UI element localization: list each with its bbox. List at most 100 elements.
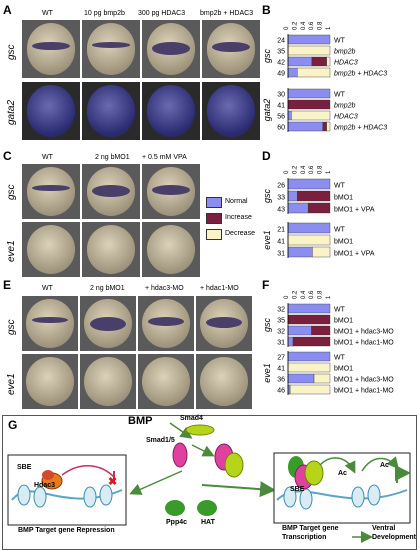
tick-label: 0 [284, 170, 290, 174]
expression-stripe [90, 316, 126, 332]
row-title-gsc: gsc [6, 44, 17, 60]
sample-size-label: 27 [277, 355, 285, 362]
panel-label-e: E [3, 278, 12, 292]
sample-size-label: 21 [277, 227, 285, 234]
bmp-label: BMP [128, 415, 153, 427]
legend-swatch-increase [206, 213, 222, 224]
tick-label: 0.2 [292, 21, 298, 30]
row-label: HDAC3 [334, 60, 358, 67]
tick-label: 0.8 [318, 290, 324, 299]
legend-label-increase: Increase [225, 214, 252, 221]
bar-segment-decrease [291, 110, 331, 121]
group-label: eve1 [262, 230, 272, 250]
row-title-e-gsc: gsc [6, 319, 17, 335]
legend-label-decrease: Decrease [225, 230, 255, 237]
embryo [146, 225, 196, 274]
tick-label: 1 [326, 295, 332, 299]
sample-size-label: 35 [277, 318, 285, 325]
col-title-e-bmo1: 2 ng bMO1 [90, 285, 125, 292]
chart-f: 0 0.2 0.4 0.6 0.8 1 32 WT 35 bMO1 32 bMO1 + hdac3-M… [262, 290, 394, 395]
cross-mark: ✖ [108, 476, 117, 488]
embryo-image [142, 20, 200, 78]
row-label: bmp2b + HDAC3 [334, 125, 387, 132]
embryo-image [80, 354, 136, 409]
bar-segment-increase [287, 314, 331, 325]
embryo [26, 85, 76, 137]
sbe-right-label: SBE [290, 486, 305, 493]
bar-segment-normal [287, 88, 331, 99]
panel-label-c: C [3, 149, 12, 163]
repression-caption: BMP Target gene Repression [18, 527, 115, 534]
row-label: bMO1 [334, 366, 353, 373]
embryo-image [138, 296, 194, 351]
sample-size-label: 32 [277, 307, 285, 314]
embryo [26, 167, 76, 216]
bar-segment-normal [287, 246, 313, 258]
transcription-caption: BMP Target gene Transcription [282, 525, 339, 541]
row-label: bMO1 + VPA [334, 251, 375, 258]
row-label: bMO1 + hdac3-MO [334, 377, 394, 384]
bar-segment-decrease [326, 56, 331, 67]
panel-label-g: G [8, 418, 18, 432]
tick-label: 0.2 [292, 165, 298, 174]
panel-label-b: B [262, 3, 271, 17]
row-label: bMO1 + hdac3-MO [334, 329, 394, 336]
expression-stripe [148, 316, 184, 326]
expression-stripe [92, 184, 130, 197]
tick-label: 1 [326, 170, 332, 174]
bar-segment-normal [287, 67, 298, 78]
tick-label: 1 [326, 26, 332, 30]
expression-stripe [32, 184, 70, 192]
expression-stripe [92, 42, 130, 48]
col-title-c-bmo1: 2 ng bMO1 [95, 154, 130, 161]
row-label: HDAC3 [334, 114, 358, 121]
bar-segment-normal [287, 178, 331, 190]
smad-blob-left [42, 470, 54, 480]
col-title-combo: bmp2b + HDAC3 [200, 10, 254, 17]
col-title-c-vpa: + 0.5 mM VPA [142, 154, 187, 161]
bar-segment-increase [311, 56, 327, 67]
expression-stripe [212, 42, 250, 53]
embryo-image [138, 354, 194, 409]
tick-label: 0.4 [301, 165, 307, 174]
sample-size-label: 31 [277, 251, 285, 258]
embryo-image [22, 20, 80, 78]
embryo-image [22, 222, 80, 277]
bar-segment-normal [287, 222, 331, 234]
tick-label: 0.4 [301, 21, 307, 30]
bar-segment-increase [297, 190, 331, 202]
row-title-c-gsc: gsc [6, 184, 17, 200]
tick-label: 0 [284, 26, 290, 30]
embryo-image [196, 354, 252, 409]
bar-segment-decrease [287, 234, 331, 246]
sample-size-label: 41 [277, 103, 285, 110]
legend-swatch-normal [206, 197, 222, 208]
sample-size-label: 56 [277, 114, 285, 121]
row-label: bmp2b [334, 49, 356, 56]
expression-stripe [32, 316, 68, 324]
tick-label: 0.4 [301, 290, 307, 299]
tick-label: 0.2 [292, 290, 298, 299]
row-label: bmp2b + HDAC3 [334, 71, 387, 78]
embryo [26, 357, 74, 406]
sample-size-label: 41 [277, 366, 285, 373]
bar-segment-increase [311, 325, 331, 336]
sample-size-label: 35 [277, 49, 285, 56]
tick-label: 0.8 [318, 21, 324, 30]
bar-segment-normal [287, 373, 315, 384]
expression-stripe [152, 184, 190, 195]
group-label: gsc [262, 318, 272, 333]
embryo-image [142, 82, 200, 140]
chart-b: 0 0.2 0.4 0.6 0.8 1 24 WT 35 bmp2b 42 HDAC3 49 bmp2b … [262, 21, 387, 132]
bar-segment-decrease [313, 373, 331, 384]
embryo-image [22, 82, 80, 140]
embryo [86, 23, 136, 75]
embryo [142, 357, 190, 406]
tick-label: 0.8 [318, 165, 324, 174]
embryo-image [80, 296, 136, 351]
embryo-image [196, 296, 252, 351]
ac-label-2: Ac [380, 462, 389, 469]
tick-label: 0.6 [309, 21, 315, 30]
tick-label: 0.6 [309, 290, 315, 299]
bar-segment-decrease [326, 121, 331, 132]
